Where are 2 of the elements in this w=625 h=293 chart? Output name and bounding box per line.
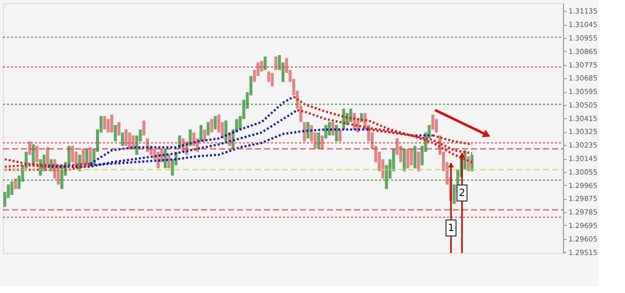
annotation: 2 (458, 188, 466, 199)
annotation: 1 (448, 223, 454, 234)
